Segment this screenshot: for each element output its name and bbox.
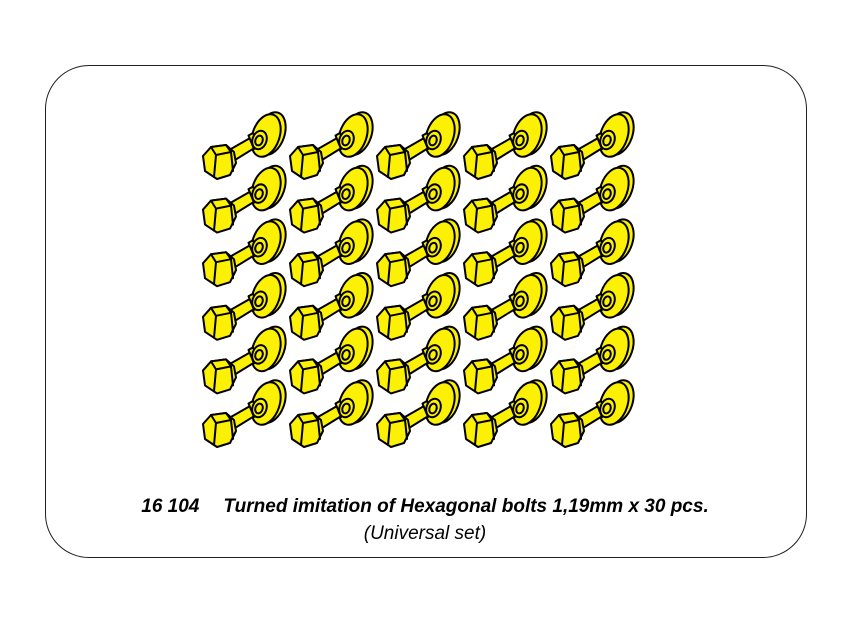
sheet-border — [45, 65, 807, 558]
caption-title-line: 16 104 Turned imitation of Hexagonal bolt… — [0, 493, 850, 520]
bolt-grid — [202, 111, 640, 448]
bolt-layer — [202, 111, 640, 448]
product-code: 16 104 — [141, 496, 200, 517]
product-title: Turned imitation of Hexagonal bolts 1,19… — [223, 496, 709, 517]
product-subtitle: (Universal set) — [363, 523, 487, 544]
caption: 16 104 Turned imitation of Hexagonal bolt… — [0, 493, 850, 547]
